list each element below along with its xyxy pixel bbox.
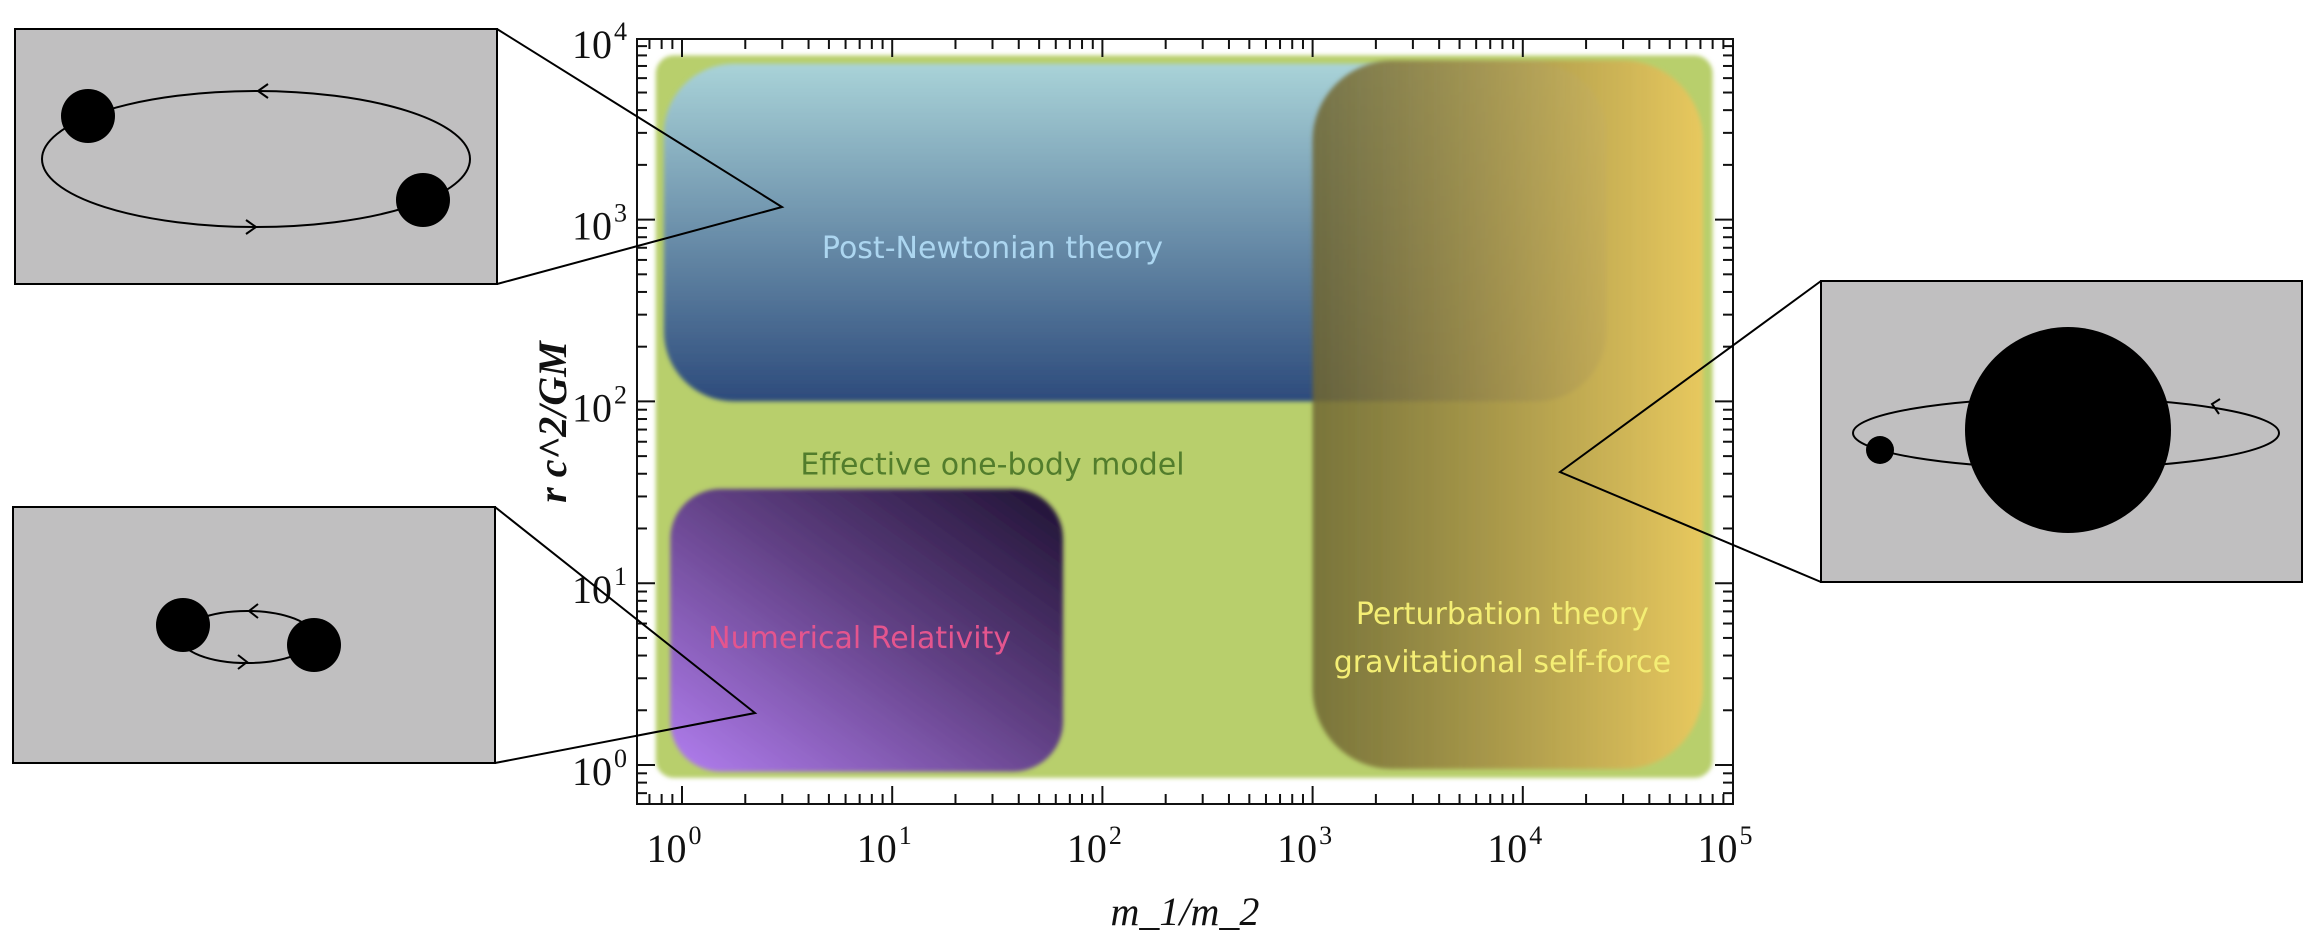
inset-wide-binary [14, 28, 785, 285]
inset-panel [12, 506, 496, 764]
arrow-right-icon [237, 654, 249, 670]
pointer-lines [494, 506, 758, 764]
black-hole-icon [156, 598, 210, 652]
arrow-right-icon [245, 219, 258, 235]
plot-frame [636, 38, 1734, 805]
arrow-left-icon [256, 83, 269, 99]
pointer-lines [496, 28, 785, 285]
arrow-left-icon [247, 603, 259, 619]
region-pt [1312, 60, 1704, 770]
region-labels: Effective one-body model Post-Newtonian t… [708, 231, 1671, 680]
y-tick-label: 104 [572, 17, 627, 67]
x-tick-label: 103 [1277, 821, 1332, 871]
y-tick-label: 102 [572, 380, 627, 430]
x-tick-label: 105 [1698, 821, 1753, 871]
black-hole-icon [396, 173, 450, 227]
x-tick-label: 104 [1487, 821, 1542, 871]
pointer-lines [1557, 280, 1822, 583]
region-label-nr: Numerical Relativity [708, 621, 1011, 656]
y-axis-title: r c^2/GM [530, 340, 575, 503]
x-tick-label: 101 [857, 821, 912, 871]
black-hole-icon [61, 89, 115, 143]
region-nr [670, 488, 1064, 772]
region-label-pt: gravitational self-force [1334, 645, 1671, 680]
x-tick-label: 102 [1067, 821, 1122, 871]
regions [655, 55, 1713, 778]
inset-panel [14, 28, 498, 285]
region-label-eob: Effective one-body model [800, 447, 1184, 482]
large-black-hole-icon [1965, 327, 2171, 533]
black-hole-icon [287, 618, 341, 672]
arrow-left-icon [2210, 398, 2221, 415]
inset-close-binary [12, 506, 758, 764]
y-tick-label: 103 [572, 199, 627, 249]
x-tick-label: 100 [647, 821, 702, 871]
region-label-pn: Post-Newtonian theory [822, 231, 1163, 266]
inset-extreme-mass-ratio [1557, 280, 2303, 583]
y-tick-label: 100 [572, 744, 627, 794]
x-axis-title: m_1/m_2 [1111, 889, 1260, 934]
small-black-hole-icon [1866, 436, 1894, 464]
region-label-pt: Perturbation theory [1356, 597, 1649, 632]
